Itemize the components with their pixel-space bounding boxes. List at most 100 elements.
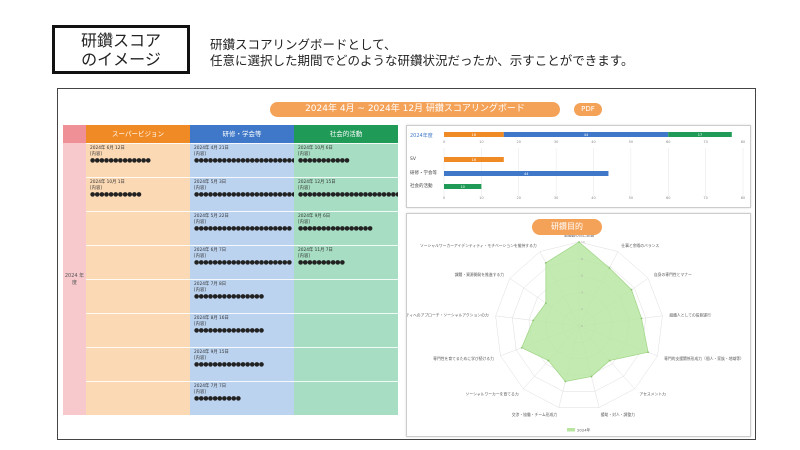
year-column-header xyxy=(63,125,86,143)
year-label: 2024 年度 xyxy=(63,143,86,415)
radar-category-label: ソーシャルワーカーアイデンティティ・モチベーションを維持する力 xyxy=(420,243,537,248)
scoring-board-screenshot: 2024年 4月 ~ 2024年 12月 研鑽スコアリングボード PDF 202… xyxy=(57,88,756,440)
bar-value: 10 xyxy=(460,185,464,189)
x-tick-label: 50 xyxy=(629,196,633,200)
grid-column: 研修・学会等 2024年 4月 21日 [内容] ●●●●●●●●●●●●●●●●●●… xyxy=(190,125,294,415)
slide-title-line2: のイメージ xyxy=(81,49,161,69)
radar-tick-label: 6 xyxy=(581,274,583,278)
stack-segment-value: 16 xyxy=(472,133,476,137)
activity-tag: [内容] xyxy=(194,389,206,395)
radar-point xyxy=(520,346,523,349)
column-header: 社会的活動 xyxy=(294,125,398,143)
bar xyxy=(444,184,482,189)
radar-category-label: 価値観の自己研鑽 xyxy=(564,233,595,238)
activity-cell: 2024年 10月 1日 [内容] ●●●●●●●●●●● xyxy=(86,177,190,211)
activity-content-masked: ●●●●●●●●●●●●● xyxy=(90,157,151,165)
activity-tag: [内容] xyxy=(298,253,310,259)
radar-category-label: 仕事と余暇のバランス xyxy=(621,243,659,248)
radar-point xyxy=(640,317,643,320)
radar-category-label: 交渉・協働・チーム形成力 xyxy=(512,412,558,417)
radar-tick-label: 2 xyxy=(581,307,583,311)
x-tick-label: 10 xyxy=(479,140,483,144)
activity-date: 2024年 9月 15日 xyxy=(194,350,229,355)
description-line1: 研鑽スコアリングボードとして、 xyxy=(210,37,397,52)
radar-point xyxy=(564,380,567,383)
pdf-button[interactable]: PDF xyxy=(574,103,602,116)
radar-chart: 0 2 4 6 8 10 価値観の自己研鑽仕事と余暇のバランス自身の専門性とマナー組織人とし… xyxy=(407,233,744,433)
x-tick-label: 10 xyxy=(479,196,483,200)
bar-chart-panel: 2024年度 16 44 17 0 10 20 30 40 50 60 70 80 0 10 20 30 40 50… xyxy=(406,125,751,208)
radar-title: 研鑽目的 xyxy=(532,219,602,235)
stack-segment-value: 17 xyxy=(698,133,702,137)
activity-cell xyxy=(86,313,190,347)
activity-cell: 2024年 7月 8日 [内容] ●●●●●●●●●●●●●●● xyxy=(190,279,294,313)
slide-title-box: 研鑽スコア のイメージ xyxy=(52,25,190,74)
x-tick-label: 0 xyxy=(443,140,445,144)
activity-cell: 2024年 5月 22日 [内容] ●●●●●●●●●●●●●●●●●●●●● xyxy=(190,211,294,245)
column-header: 研修・学会等 xyxy=(190,125,294,143)
activity-cell: 2024年 9月 15日 [内容] ●●●●●●●●●●●●●●● xyxy=(190,347,294,381)
radar-category-label: 専門性を育てるために学び続ける力 xyxy=(433,356,494,361)
radar-point xyxy=(630,288,633,291)
activity-date: 2024年 11月 7日 xyxy=(298,248,333,253)
activity-cell xyxy=(294,313,398,347)
activity-cell xyxy=(86,245,190,279)
activity-content-masked: ●●●●●●●●●● xyxy=(298,259,345,267)
activity-cell xyxy=(86,347,190,381)
radar-tick-label: 8 xyxy=(581,257,583,261)
x-tick-label: 70 xyxy=(703,196,707,200)
bar-value: 16 xyxy=(472,158,476,162)
activity-date: 2024年 6月 12日 xyxy=(90,146,125,151)
activity-date: 2024年 12月 15日 xyxy=(298,180,336,185)
activity-date: 2024年 5月 3日 xyxy=(194,180,227,185)
activity-date: 2024年 5月 22日 xyxy=(194,214,229,219)
activity-content-masked: ●●●●●●●●●●●●●●● xyxy=(194,361,264,369)
x-tick-label: 30 xyxy=(554,140,558,144)
bar-category-label: 社会的活動 xyxy=(410,182,433,189)
activity-tag: [内容] xyxy=(194,151,206,157)
x-tick-label: 30 xyxy=(554,196,558,200)
activity-content-masked: ●●●●●●●●●●●●●●●●●●●●●● xyxy=(194,157,294,165)
activity-tag: [内容] xyxy=(298,185,310,191)
x-tick-label: 80 xyxy=(741,196,745,200)
radar-point xyxy=(608,267,611,269)
x-tick-label: 20 xyxy=(517,196,521,200)
radar-point xyxy=(544,302,547,304)
activity-date: 2024年 10月 6日 xyxy=(298,146,333,151)
activity-content-masked: ●●●●●●●●●●●●●●● xyxy=(194,327,264,335)
activity-tag: [内容] xyxy=(194,219,206,225)
activity-cell: 2024年 8月 16日 [内容] ●●●●●●●●●●●●●●● xyxy=(190,313,294,347)
activity-cell xyxy=(294,381,398,415)
x-tick-label: 60 xyxy=(666,140,670,144)
grid-column: 社会的活動 2024年 10月 6日 [内容] ●●●●●●●●●●● 2024年 12… xyxy=(294,125,398,415)
board-header: 2024年 4月 ~ 2024年 12月 研鑽スコアリングボード xyxy=(270,102,560,117)
bar-value: 44 xyxy=(524,172,529,176)
stack-segment xyxy=(444,132,504,137)
activity-content-masked: ●●●●●●●●●●●●●●●●●●●●●●●●●●●●● xyxy=(298,191,398,199)
bar xyxy=(444,171,609,176)
stack-segment xyxy=(668,132,732,137)
activity-date: 2024年 7月 8日 xyxy=(194,282,227,287)
activity-cell xyxy=(294,347,398,381)
stack-segment xyxy=(503,132,669,137)
radar-category-label: 自身の専門性とマナー xyxy=(654,272,692,277)
activity-cell xyxy=(86,211,190,245)
activity-tag: [内容] xyxy=(194,287,206,293)
activity-date: 2024年 8月 16日 xyxy=(194,316,229,321)
activity-content-masked: ●●●●●●●●●●●●●●●●●●●●●● xyxy=(194,191,294,199)
activity-cell: 2024年 6月 7日 [内容] ●●●●●●●●●●●●●●●●●●●●● xyxy=(190,245,294,279)
x-tick-label: 40 xyxy=(591,196,595,200)
activity-content-masked: ●●●●●●●●●● xyxy=(194,395,241,403)
radar-tick-label: 0 xyxy=(581,324,583,328)
activity-content-masked: ●●●●●●●●●●●●●●●●●●●●● xyxy=(194,259,292,267)
activity-date: 2024年 9月 6日 xyxy=(298,214,331,219)
activity-content-masked: ●●●●●●●●●●●●●●●● xyxy=(298,225,373,233)
stack-label: 2024年度 xyxy=(410,132,433,139)
radar-category-label: アセスメント力 xyxy=(639,392,666,397)
activity-cell: 2024年 6月 12日 [内容] ●●●●●●●●●●●●● xyxy=(86,143,190,177)
activity-cell: 2024年 11月 7日 [内容] ●●●●●●●●●● xyxy=(294,245,398,279)
radar-ring xyxy=(512,258,646,392)
activity-date: 2024年 4月 21日 xyxy=(194,146,229,151)
radar-category-label: コミュニティへのアプローチ・ソーシャルアクションの力 xyxy=(407,313,489,318)
radar-category-label: 組織人としての役割遂行 xyxy=(669,313,711,318)
